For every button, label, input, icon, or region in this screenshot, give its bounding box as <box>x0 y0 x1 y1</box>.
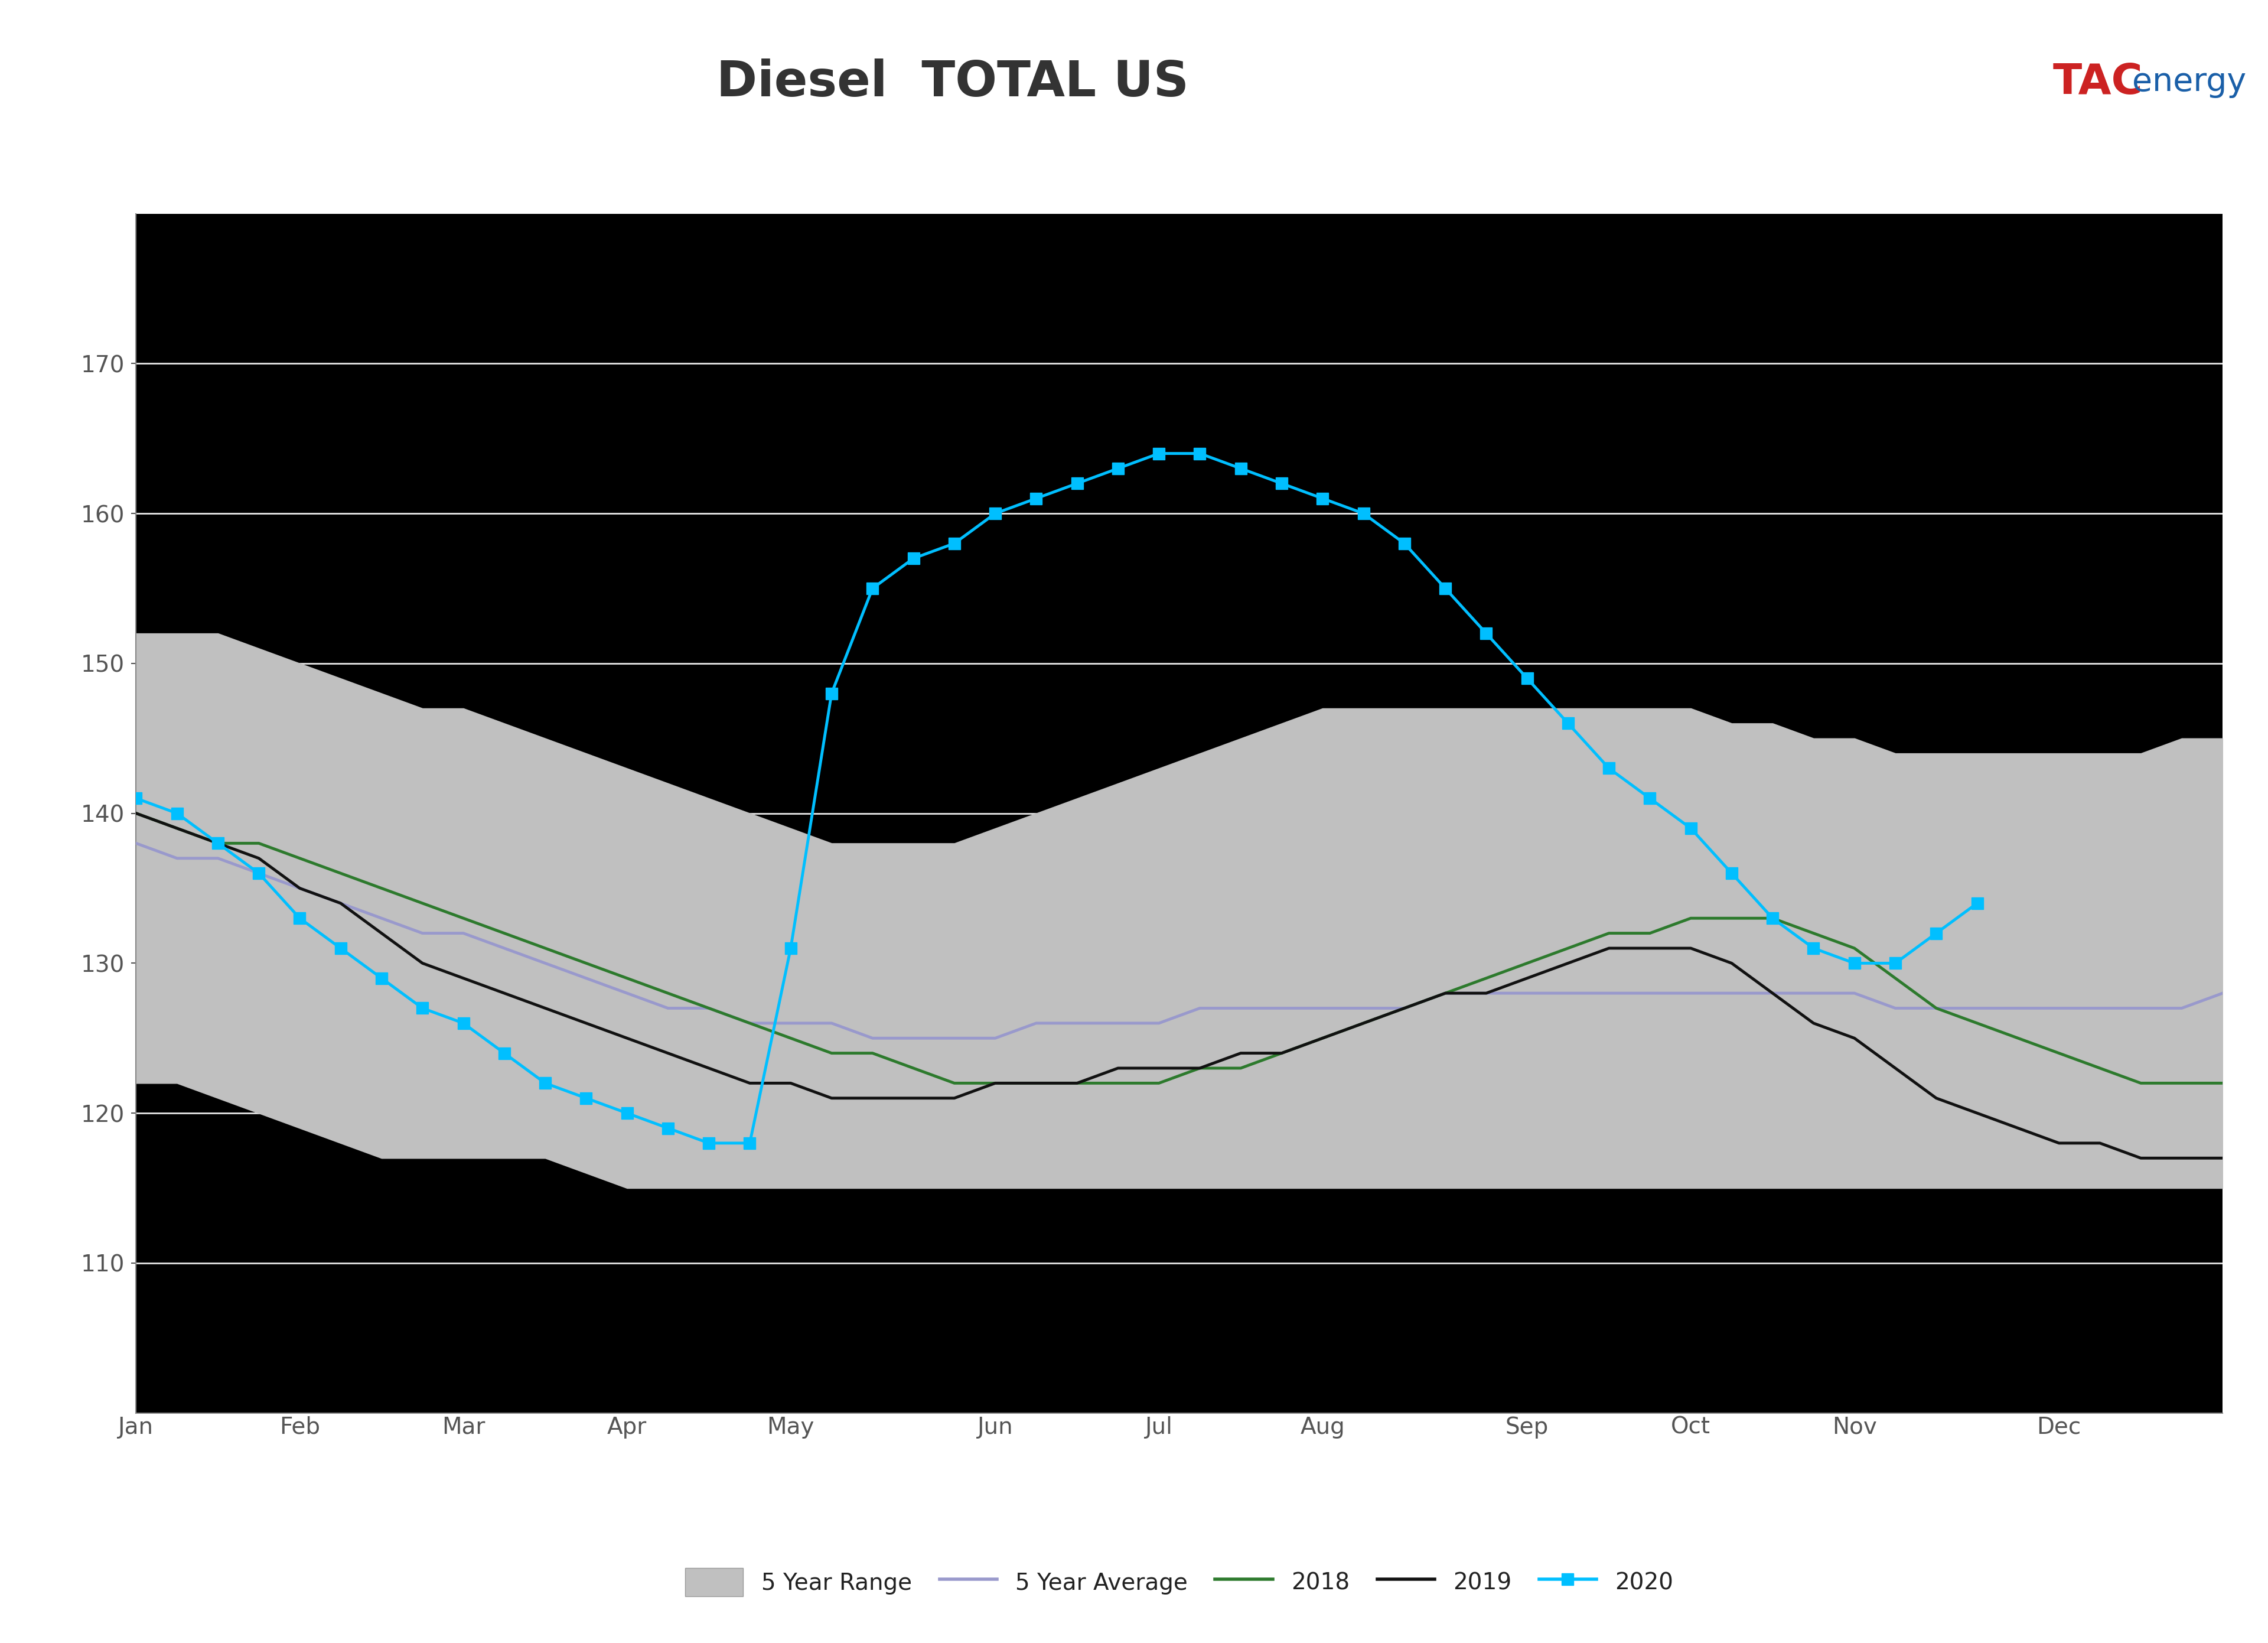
Text: TAC: TAC <box>2053 62 2143 102</box>
Text: energy: energy <box>2132 66 2245 99</box>
Legend: 5 Year Range, 5 Year Average, 2018, 2019, 2020: 5 Year Range, 5 Year Average, 2018, 2019… <box>676 1559 1683 1605</box>
Text: Diesel  TOTAL US: Diesel TOTAL US <box>717 58 1188 107</box>
